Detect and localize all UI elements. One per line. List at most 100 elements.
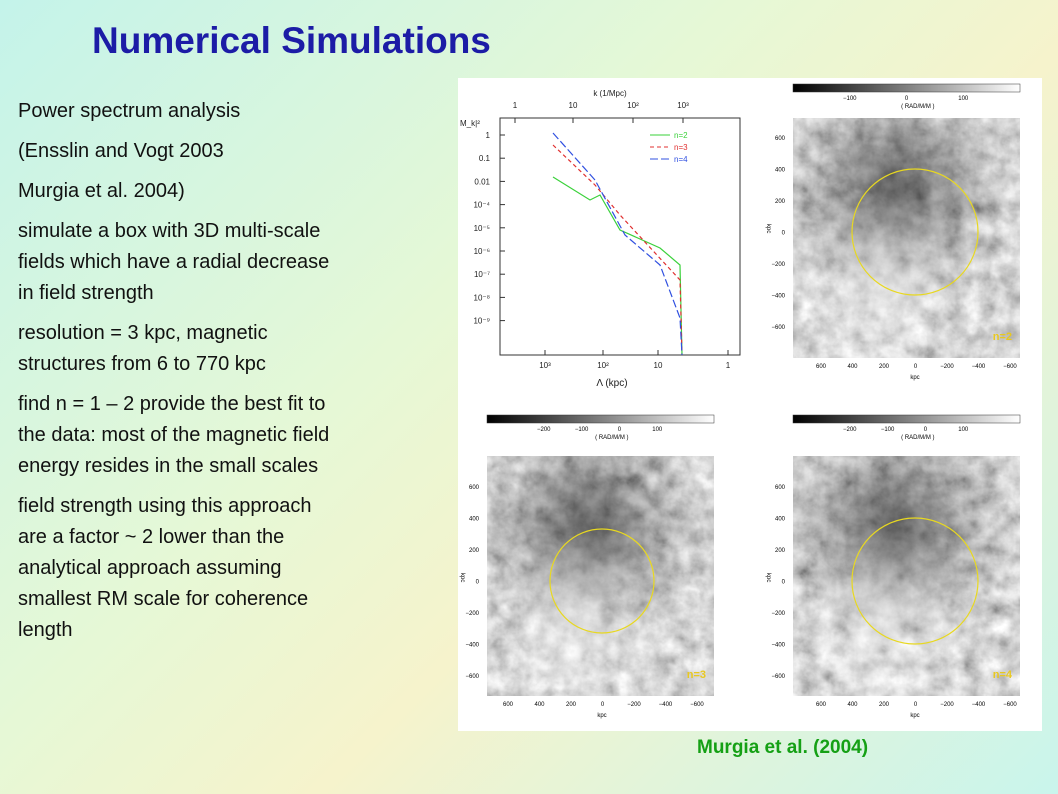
y-tick-label: 10⁻⁸ — [474, 293, 491, 302]
x-tick-label: 200 — [566, 702, 577, 708]
colorbar-tick-label: 100 — [958, 427, 969, 433]
y-tick-label: −200 — [465, 611, 479, 617]
map-light — [793, 456, 1020, 696]
x-tick-label: 600 — [503, 702, 514, 708]
x-tick-label: 200 — [879, 364, 890, 370]
text-line: analytical approach assuming — [18, 557, 282, 579]
x-tick-label: −600 — [1003, 364, 1017, 370]
spectrum-line — [552, 144, 683, 356]
y-tick-label: 400 — [775, 168, 786, 174]
x-axis-unit: kpc — [910, 713, 919, 719]
map-circle — [851, 168, 979, 296]
y-tick-label: 200 — [469, 548, 480, 554]
map-label: n=3 — [687, 669, 706, 681]
y-axis-unit: kpc — [459, 573, 465, 582]
y-tick-label: 200 — [775, 548, 786, 554]
y-tick-label: 10⁻⁴ — [473, 201, 490, 210]
y-tick-label: −600 — [465, 674, 479, 680]
y-tick-label: 600 — [775, 485, 786, 491]
axis-label: Λ (kpc) — [596, 378, 627, 389]
y-tick-label: −400 — [771, 643, 785, 649]
map-light — [793, 118, 1020, 358]
map-circle — [851, 517, 979, 645]
text-line: in field strength — [18, 282, 154, 304]
text-line: (Ensslin and Vogt 2003 — [18, 140, 224, 162]
legend-label: n=3 — [674, 143, 688, 152]
text-line: the data: most of the magnetic field — [18, 424, 330, 446]
colorbar-tick-label: 0 — [618, 427, 622, 433]
paragraph: simulate a box with 3D multi-scale fields… — [18, 216, 458, 309]
bottom-tick-label: 10 — [654, 361, 663, 370]
text-line: smallest RM scale for coherence — [18, 588, 309, 610]
paragraph: (Ensslin and Vogt 2003 — [18, 136, 458, 167]
text-line: fields which have a radial decrease — [18, 251, 330, 273]
y-tick-label: 400 — [775, 517, 786, 523]
colorbar — [486, 414, 715, 424]
x-tick-label: 0 — [914, 364, 918, 370]
text-line: simulate a box with 3D multi-scale — [18, 220, 321, 242]
y-tick-label: 10⁻⁵ — [474, 224, 490, 233]
y-tick-label: −600 — [771, 674, 785, 680]
text-line: resolution = 3 kpc, magnetic — [18, 322, 268, 344]
x-tick-label: −200 — [940, 702, 954, 708]
text-line: structures from 6 to 770 kpc — [18, 353, 266, 375]
x-tick-label: 400 — [847, 364, 858, 370]
x-tick-label: −600 — [690, 702, 704, 708]
x-axis-unit: kpc — [910, 375, 919, 381]
x-tick-label: 0 — [601, 702, 605, 708]
y-tick-label: 0 — [476, 580, 480, 586]
y-tick-label: 0 — [782, 231, 786, 237]
x-tick-label: 0 — [914, 702, 918, 708]
colorbar-tick-label: −100 — [881, 427, 895, 433]
colorbar-tick-label: −100 — [843, 96, 857, 102]
colorbar-tick-label: −100 — [575, 427, 589, 433]
map-label: n=4 — [993, 669, 1013, 681]
text-line: are a factor ~ 2 lower than the — [18, 526, 285, 548]
text-line: Murgia et al. 2004) — [18, 180, 185, 202]
x-tick-label: −400 — [659, 702, 673, 708]
y-axis-unit: kpc — [765, 573, 771, 582]
map-label: n=2 — [993, 331, 1012, 343]
text-line: energy resides in the small scales — [18, 455, 319, 477]
x-tick-label: −600 — [1003, 702, 1017, 708]
spectrum-frame — [499, 117, 741, 356]
colorbar-tick-label: 0 — [924, 427, 928, 433]
y-tick-label: 600 — [469, 485, 480, 491]
slide-title: Numerical Simulations — [92, 20, 491, 61]
text-line: length — [18, 619, 73, 641]
x-tick-label: 600 — [816, 702, 827, 708]
colorbar-tick-label: 0 — [905, 96, 909, 102]
y-tick-label: 200 — [775, 199, 786, 205]
y-tick-label: −200 — [771, 262, 785, 268]
text-line: find n = 1 – 2 provide the best fit to — [18, 393, 326, 415]
map-circle — [549, 528, 655, 634]
x-tick-label: 400 — [847, 702, 858, 708]
x-tick-label: −400 — [972, 702, 986, 708]
figure-caption: Murgia et al. (2004) — [697, 737, 869, 758]
top-tick-label: 10 — [569, 101, 578, 110]
top-tick-label: 1 — [513, 101, 518, 110]
paragraph: resolution = 3 kpc, magnetic structures f… — [18, 318, 458, 380]
x-tick-label: 200 — [879, 702, 890, 708]
y-tick-label: 10⁻⁶ — [474, 247, 490, 256]
y-tick-label: −400 — [465, 643, 479, 649]
map-light — [487, 456, 714, 696]
paragraph: find n = 1 – 2 provide the best fit to th… — [18, 389, 458, 482]
top-tick-label: 10³ — [677, 101, 689, 110]
colorbar — [792, 414, 1021, 424]
x-tick-label: 600 — [816, 364, 827, 370]
bottom-tick-label: 1 — [726, 361, 731, 370]
x-tick-label: −400 — [972, 364, 986, 370]
spectrum-line — [552, 176, 683, 356]
colorbar-unit: ( RAD/M/M ) — [595, 435, 628, 441]
paragraph: field strength using this approach are a … — [18, 491, 458, 646]
bottom-tick-label: 10³ — [539, 361, 551, 370]
bottom-tick-label: 10² — [597, 361, 609, 370]
y-tick-label: 1 — [486, 131, 491, 140]
y-tick-label: 0.1 — [479, 154, 491, 163]
y-tick-label: 10⁻⁷ — [474, 270, 490, 279]
colorbar — [792, 83, 1021, 93]
y-axis-unit: kpc — [765, 224, 771, 233]
